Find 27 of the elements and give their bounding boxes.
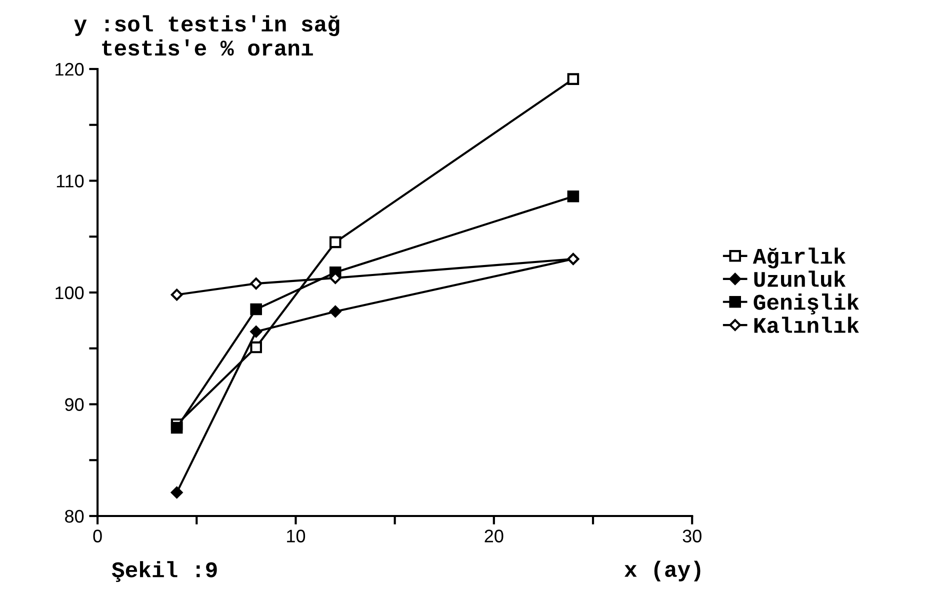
- text: Şekil :9: [112, 561, 217, 582]
- point: [567, 190, 580, 202]
- point: [250, 326, 262, 338]
- point: [329, 306, 342, 318]
- point: [250, 341, 262, 354]
- x-tick-label: 10: [287, 530, 306, 542]
- legend-label: Uzunluk: [754, 270, 846, 287]
- y-tick-label: 120: [56, 62, 84, 76]
- y-tick-label: 80: [65, 510, 84, 523]
- y-tick-label: 110: [56, 174, 84, 188]
- point: [250, 278, 262, 290]
- point: [329, 236, 342, 248]
- legend-label: Ağırlık: [752, 248, 846, 268]
- point: [567, 73, 580, 85]
- x-axis-title: x (ay): [624, 560, 700, 582]
- legend-label: Genişlik: [754, 294, 859, 314]
- y-tick-label: 100: [56, 286, 84, 300]
- y-axis-title: y :sol testis'in sağ testis'e % oranı: [74, 15, 340, 56]
- point: [170, 422, 183, 434]
- x-tick-label: 20: [484, 530, 504, 542]
- legend-label: Kalınlık: [754, 316, 859, 334]
- x-tick-label: 30: [682, 530, 702, 542]
- x-tick-label: 0: [93, 530, 102, 542]
- y-tick-label: 90: [65, 398, 84, 411]
- point: [250, 303, 262, 316]
- point: [170, 486, 183, 498]
- point: [170, 288, 183, 301]
